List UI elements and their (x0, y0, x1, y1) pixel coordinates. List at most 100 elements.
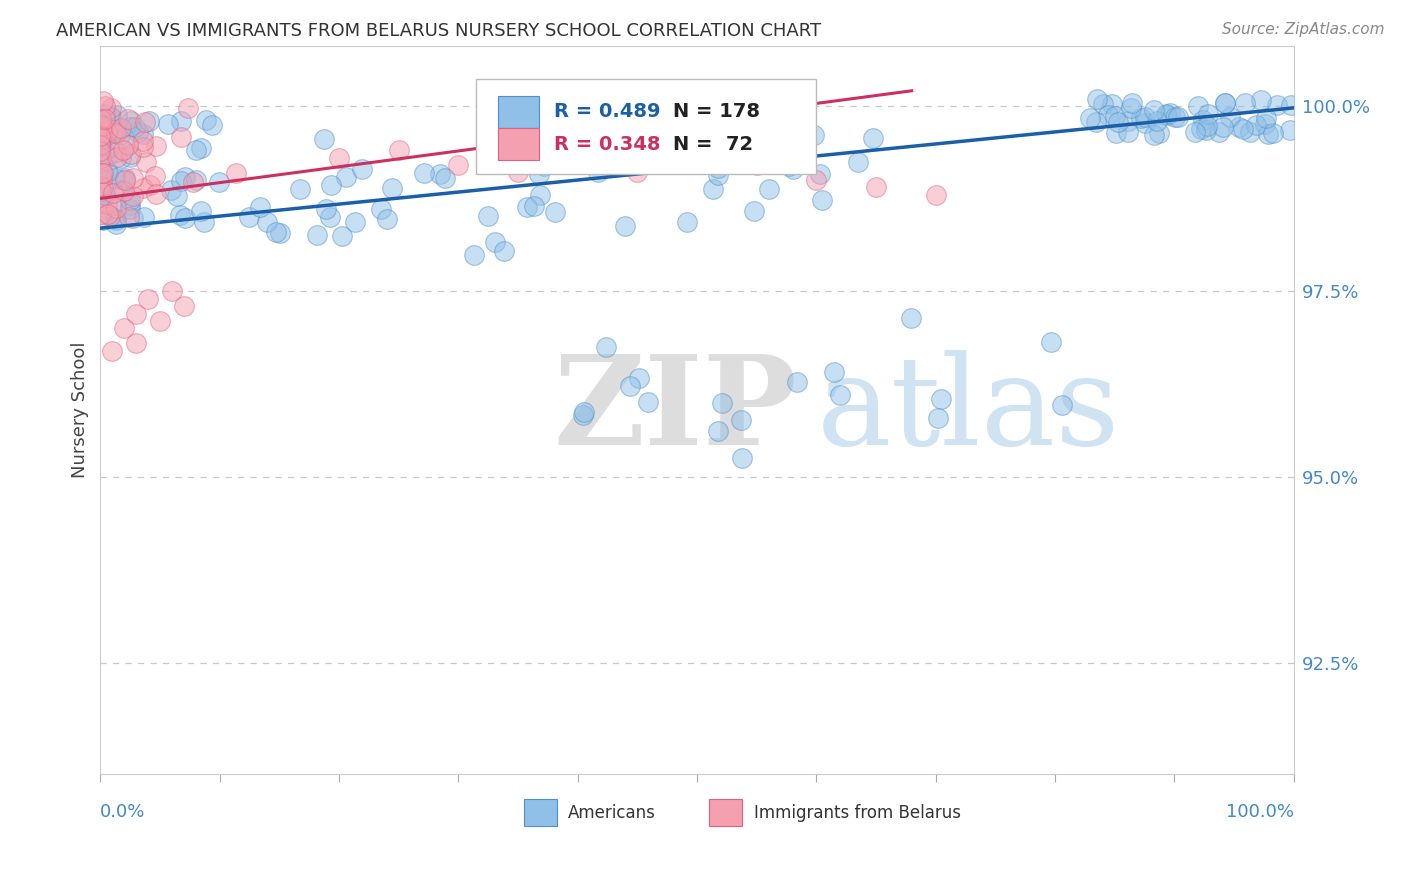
Point (811, 193, 834, 207)
Point (98, 141, 121, 155)
Point (927, 410, 949, 425)
Point (170, 114, 193, 128)
Point (91, 189, 114, 203)
Point (193, 214, 215, 228)
Point (93, 128, 115, 142)
Point (707, 168, 730, 182)
Point (613, 219, 636, 233)
Point (173, 211, 195, 225)
Point (89, 156, 111, 170)
Point (1040, 334, 1063, 349)
Point (100, 198, 122, 212)
Point (96, 125, 118, 139)
Point (91, 128, 114, 143)
Point (112, 321, 135, 335)
Point (1227, 120, 1250, 135)
Point (1189, 122, 1212, 136)
Point (105, 126, 128, 140)
Point (1233, 95, 1256, 110)
Point (1232, 121, 1254, 136)
Text: atlas: atlas (817, 350, 1119, 471)
Point (388, 143, 411, 157)
Point (533, 159, 555, 173)
Point (266, 225, 288, 239)
Point (758, 182, 780, 196)
FancyBboxPatch shape (498, 128, 540, 161)
Point (595, 340, 617, 354)
Point (112, 184, 135, 198)
FancyBboxPatch shape (477, 79, 817, 174)
Point (125, 336, 148, 351)
Point (846, 154, 869, 169)
Point (707, 131, 730, 145)
Point (707, 161, 730, 175)
Point (93, 188, 115, 202)
Point (529, 187, 551, 202)
Point (344, 215, 367, 229)
Point (523, 199, 546, 213)
Point (1078, 112, 1101, 126)
Point (1261, 126, 1284, 140)
Point (494, 244, 516, 258)
Point (1197, 107, 1219, 121)
Point (89, 178, 111, 193)
Point (121, 171, 143, 186)
Point (730, 413, 752, 427)
Point (711, 396, 734, 410)
Point (676, 215, 699, 229)
Point (104, 211, 127, 225)
Point (1091, 96, 1114, 111)
Point (160, 285, 183, 299)
Point (1213, 95, 1236, 110)
Point (1105, 126, 1128, 140)
Point (862, 131, 884, 145)
Point (1265, 98, 1288, 112)
Point (650, 157, 672, 171)
Point (89, 145, 111, 159)
Point (330, 228, 353, 243)
Point (98, 209, 121, 223)
Point (1213, 95, 1236, 110)
Point (160, 183, 183, 197)
Point (103, 122, 125, 136)
Point (89, 118, 111, 132)
Point (1133, 116, 1156, 130)
Point (1116, 114, 1139, 128)
Point (166, 189, 188, 203)
Point (328, 151, 350, 165)
Point (377, 211, 399, 226)
Point (1184, 125, 1206, 139)
Point (1159, 106, 1181, 120)
Point (90, 189, 112, 203)
Point (1197, 120, 1219, 134)
Point (350, 162, 373, 177)
Text: ZIP: ZIP (554, 350, 797, 471)
Point (120, 198, 142, 212)
Point (90, 132, 112, 146)
Point (742, 204, 765, 219)
Point (434, 171, 457, 186)
Point (731, 450, 754, 465)
Point (314, 132, 336, 146)
FancyBboxPatch shape (498, 95, 540, 128)
Point (177, 101, 200, 115)
Point (1130, 111, 1153, 125)
Point (90, 145, 112, 159)
Point (429, 168, 451, 182)
Point (96, 164, 118, 178)
Point (112, 144, 135, 158)
Point (90, 138, 112, 153)
Point (201, 118, 224, 132)
Point (803, 128, 825, 143)
Point (647, 152, 669, 166)
Point (156, 117, 179, 131)
Point (706, 424, 728, 438)
Point (136, 292, 159, 306)
Point (782, 161, 804, 176)
Point (806, 173, 828, 187)
Point (1219, 111, 1241, 125)
Point (190, 141, 212, 155)
Point (1257, 127, 1279, 141)
Point (808, 167, 831, 181)
Text: R = 0.348: R = 0.348 (554, 135, 661, 154)
